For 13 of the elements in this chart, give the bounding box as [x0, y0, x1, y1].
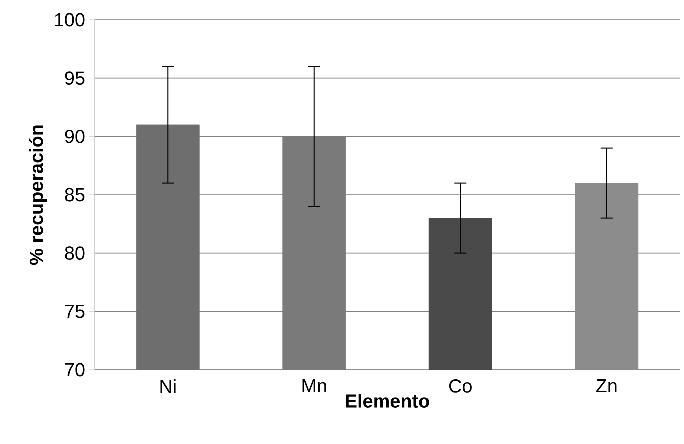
x-tick-label: Co	[449, 380, 472, 393]
y-tick-label: 70	[65, 363, 85, 377]
y-tick-label: 75	[65, 305, 85, 318]
x-tick-label: Ni	[160, 380, 176, 394]
y-tick-label: 100	[55, 13, 85, 27]
y-tick-label: 85	[65, 188, 85, 202]
y-tick-label: 80	[65, 246, 85, 260]
y-axis-title: % recuperación	[29, 126, 48, 265]
x-axis-title: Elemento	[346, 394, 430, 408]
y-tick-label: 95	[65, 72, 85, 86]
x-tick-label: Mn	[302, 380, 326, 393]
y-tick-label: 90	[65, 130, 85, 144]
x-tick-label: Zn	[596, 380, 617, 393]
